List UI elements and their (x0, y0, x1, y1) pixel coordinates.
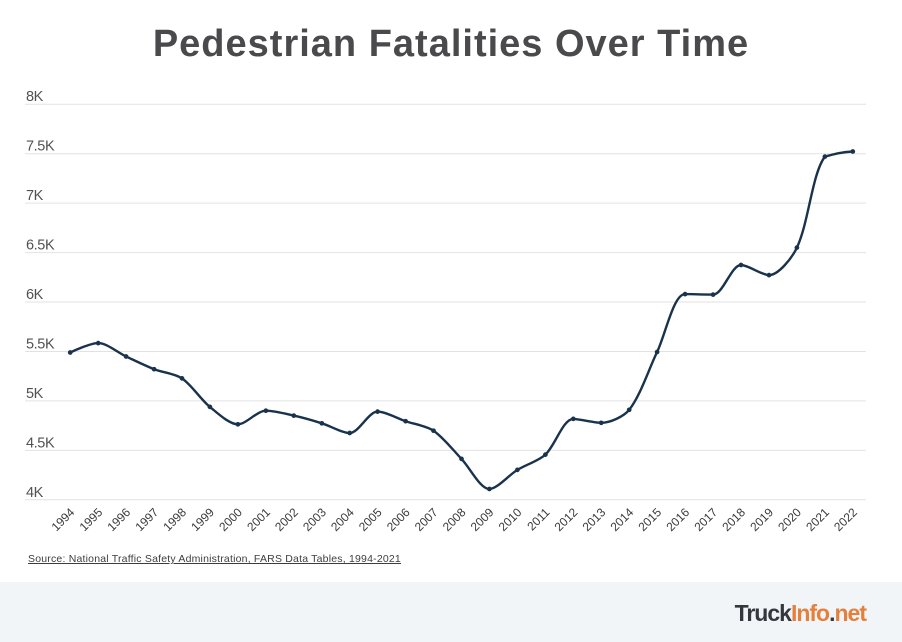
svg-text:7K: 7K (26, 188, 44, 204)
svg-text:2001: 2001 (244, 505, 273, 534)
svg-text:2012: 2012 (552, 505, 581, 534)
svg-text:5K: 5K (26, 386, 44, 402)
svg-text:2014: 2014 (608, 505, 637, 534)
svg-text:2003: 2003 (300, 505, 329, 534)
svg-text:1999: 1999 (188, 505, 217, 534)
svg-text:2020: 2020 (775, 505, 804, 534)
svg-text:5.5K: 5.5K (26, 337, 55, 353)
svg-text:8K: 8K (26, 89, 44, 105)
svg-text:1996: 1996 (104, 505, 133, 534)
svg-text:2007: 2007 (412, 505, 441, 534)
svg-text:6.5K: 6.5K (26, 238, 55, 254)
svg-text:2017: 2017 (691, 505, 720, 534)
svg-text:2021: 2021 (803, 505, 832, 534)
svg-text:2015: 2015 (635, 505, 664, 534)
svg-text:2006: 2006 (384, 505, 413, 534)
svg-text:2022: 2022 (831, 505, 860, 534)
svg-text:4K: 4K (26, 485, 44, 501)
svg-text:2016: 2016 (663, 505, 692, 534)
svg-text:2005: 2005 (356, 505, 385, 534)
svg-text:2013: 2013 (580, 505, 609, 534)
svg-text:2019: 2019 (747, 505, 776, 534)
svg-text:1998: 1998 (160, 505, 189, 534)
svg-text:4.5K: 4.5K (26, 435, 55, 451)
svg-text:2009: 2009 (468, 505, 497, 534)
svg-text:6K: 6K (26, 287, 44, 303)
svg-text:2018: 2018 (719, 505, 748, 534)
svg-text:1995: 1995 (77, 505, 106, 534)
svg-text:2008: 2008 (440, 505, 469, 534)
svg-text:7.5K: 7.5K (26, 139, 55, 155)
svg-text:2004: 2004 (328, 505, 357, 534)
svg-text:2000: 2000 (216, 505, 245, 534)
svg-text:2002: 2002 (272, 505, 301, 534)
svg-text:2011: 2011 (524, 505, 552, 533)
svg-text:1997: 1997 (132, 505, 161, 534)
svg-text:1994: 1994 (49, 505, 78, 534)
svg-text:2010: 2010 (496, 505, 525, 534)
